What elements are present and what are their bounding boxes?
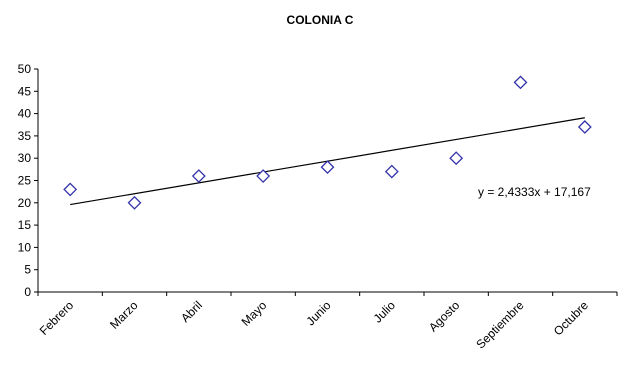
y-tick-label: 35 (18, 129, 32, 143)
y-tick-label: 50 (18, 62, 32, 76)
data-point (63, 182, 78, 197)
x-tick-label: Mayo (239, 298, 270, 329)
y-tick-label: 0 (24, 285, 31, 299)
y-tick-label: 15 (18, 218, 32, 232)
data-point (513, 75, 528, 90)
y-tick-label: 30 (18, 151, 32, 165)
data-point (127, 195, 142, 210)
y-tick-label: 45 (18, 84, 32, 98)
x-tick-label: Junio (303, 298, 333, 328)
y-tick-label: 40 (18, 107, 32, 121)
trendline-equation: y = 2,4333x + 17,167 (478, 185, 591, 199)
data-point (384, 164, 399, 179)
x-tick-label: Febrero (37, 298, 77, 338)
data-point (256, 169, 271, 183)
data-point (577, 120, 592, 134)
x-tick-label: Julio (371, 298, 399, 326)
y-tick-label: 5 (24, 263, 31, 277)
x-tick-label: Septiembre (473, 298, 527, 352)
y-tick-label: 20 (18, 196, 32, 210)
x-tick-label: Agosto (426, 298, 463, 335)
x-tick-label: Octubre (551, 298, 591, 338)
x-axis: Febrero Marzo Abril Mayo Junio Julio Agosto Sep… (37, 291, 618, 352)
chart-title: COLONIA C (287, 13, 354, 27)
y-axis: 0 5 10 15 20 25 30 35 40 45 50 (18, 62, 39, 299)
data-point (320, 160, 335, 175)
y-tick-label: 25 (18, 174, 32, 188)
data-point (191, 169, 206, 183)
y-tick-label: 10 (18, 240, 32, 254)
x-tick-label: Abril (178, 298, 205, 325)
x-tick-label: Marzo (107, 298, 141, 332)
data-points (63, 75, 592, 210)
data-point (449, 151, 464, 166)
